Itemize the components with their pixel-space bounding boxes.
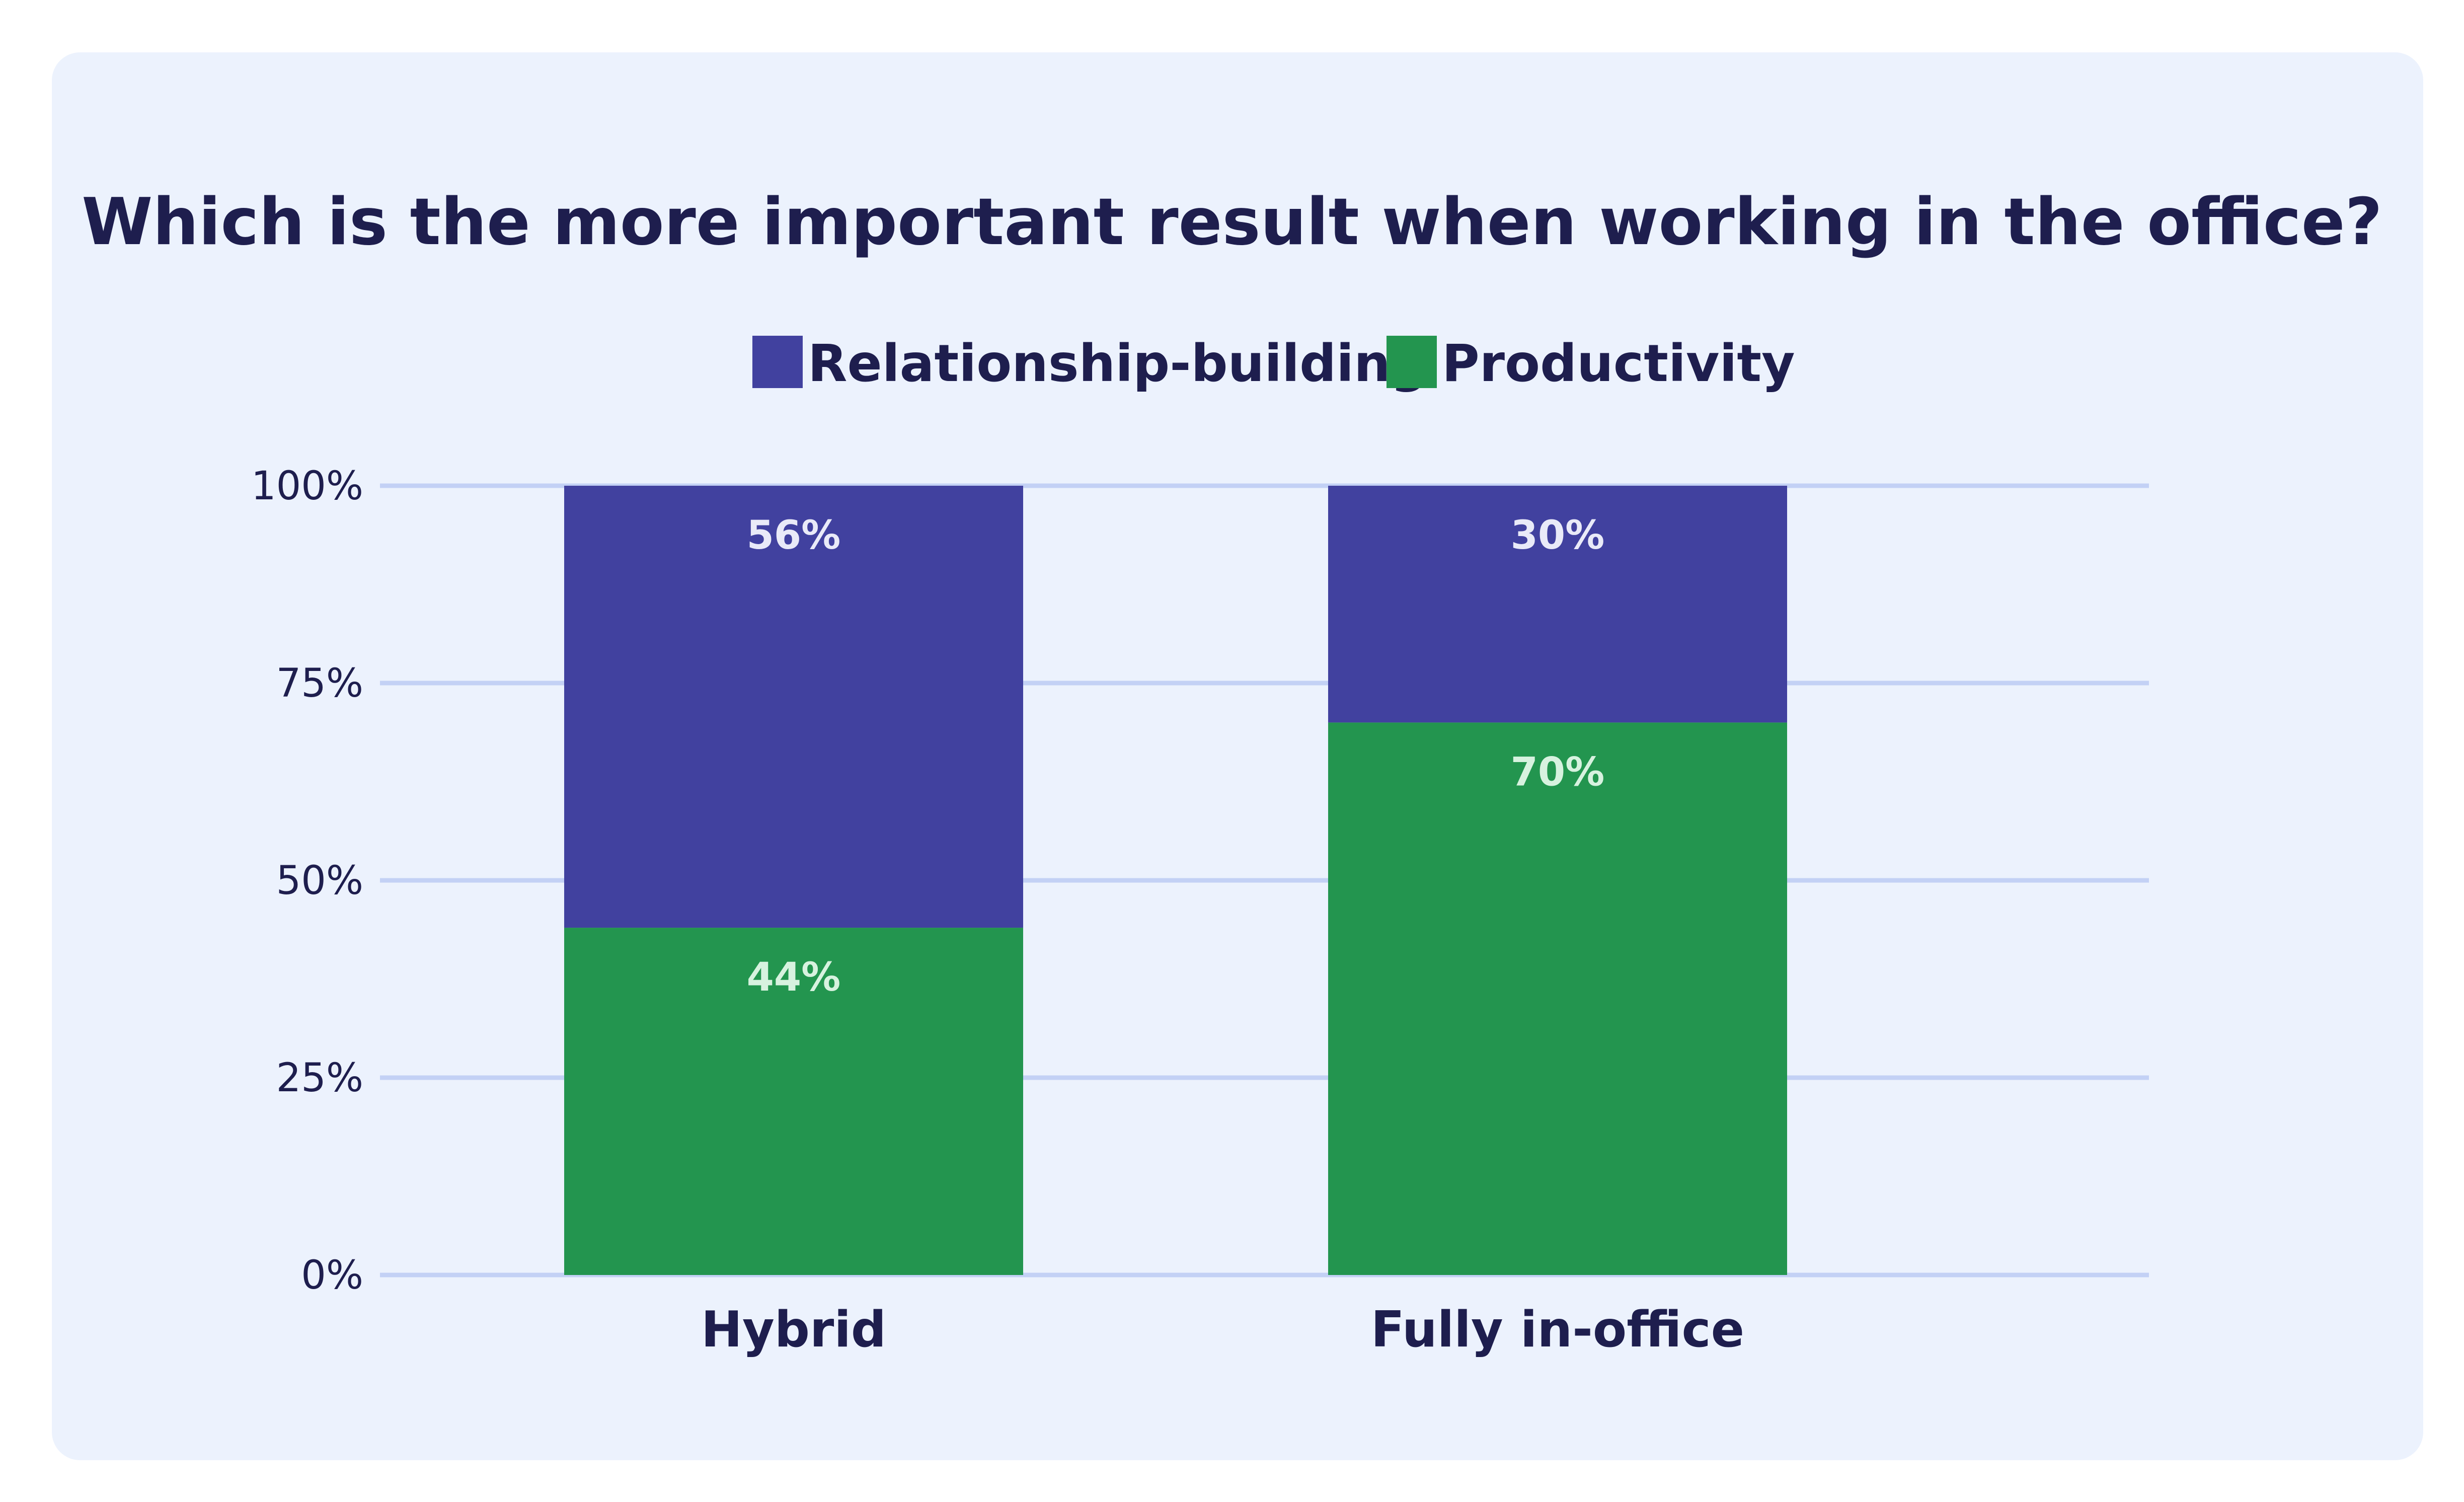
legend-swatch [1387,336,1437,388]
y-tick-label: 50% [276,858,363,904]
data-label: 70% [1511,749,1605,795]
x-tick-label: Hybrid [701,1301,886,1359]
y-tick-label: 0% [301,1253,363,1298]
y-tick-label: 25% [276,1056,363,1101]
bar-segment [1328,722,1787,1275]
data-label: 44% [747,955,841,1000]
legend-swatch [752,336,803,388]
bars [564,486,1787,1275]
data-label: 56% [747,513,841,558]
y-tick-label: 75% [276,661,363,706]
bar-segment [564,486,1023,928]
bar-segment [564,928,1023,1275]
x-tick-label: Fully in-office [1371,1301,1744,1359]
legend-label: Productivity [1442,334,1795,394]
labels: 44% 56% Hybrid 70% 30% Fully in-office [701,513,1744,1359]
grid: 0% 25% 50% 75% 100% [251,464,2149,1298]
legend-label: Relationship-building [808,334,1427,394]
data-label: 30% [1511,513,1605,558]
bar-segment [1328,486,1787,723]
y-tick-label: 100% [251,464,363,509]
chart-title: Which is the more important result when … [82,185,2382,260]
chart-card [52,52,2423,1460]
legend: Relationship-building Productivity [752,334,1795,394]
